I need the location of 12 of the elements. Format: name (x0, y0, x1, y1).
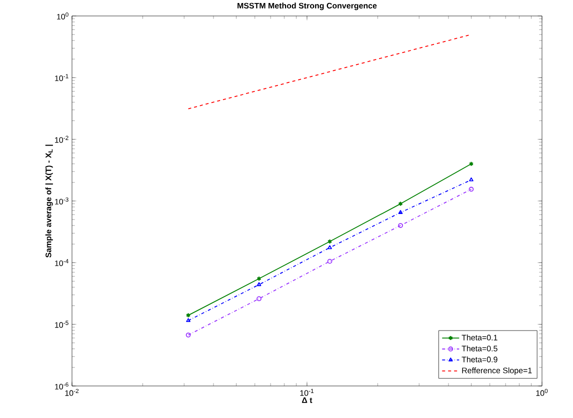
point (328, 245, 332, 250)
point (398, 223, 403, 228)
point (186, 332, 191, 338)
point (327, 258, 332, 264)
point (256, 276, 262, 282)
point (398, 201, 403, 206)
point (256, 282, 262, 286)
point (398, 210, 403, 214)
point (186, 318, 190, 322)
point (469, 177, 474, 182)
point (256, 296, 262, 302)
point (468, 186, 474, 192)
